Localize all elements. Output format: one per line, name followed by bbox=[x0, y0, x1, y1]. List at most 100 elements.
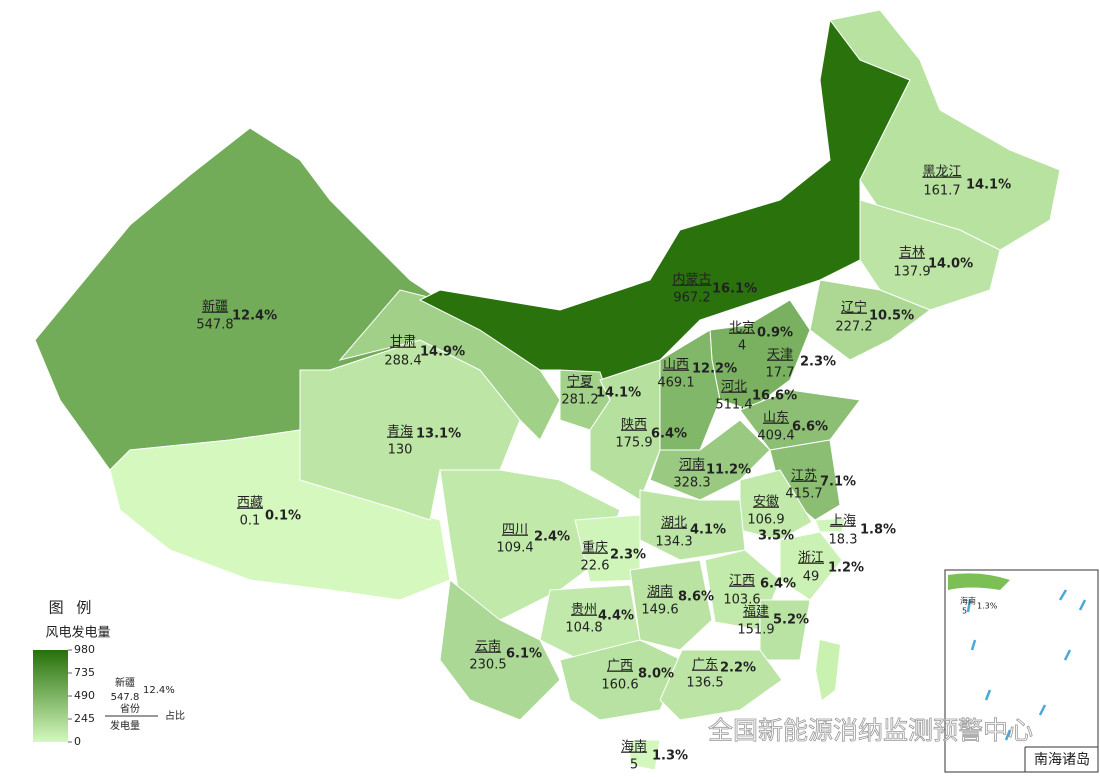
province-share: 5.2% bbox=[773, 613, 809, 628]
province-share: 6.4% bbox=[651, 427, 687, 442]
province-value: 469.1 bbox=[657, 376, 694, 391]
taiwan-island bbox=[816, 640, 840, 700]
province bbox=[589, 359, 661, 501]
province-value: 136.5 bbox=[686, 676, 723, 691]
legend-tick-label: 245 bbox=[74, 712, 95, 725]
province-value: 175.9 bbox=[615, 436, 652, 451]
legend-subtitle: 风电发电量 bbox=[45, 625, 110, 641]
province-value: 281.2 bbox=[561, 393, 598, 408]
province-name: 山西 bbox=[663, 358, 689, 373]
inset-coast bbox=[948, 573, 1010, 590]
province-name: 云南 bbox=[475, 639, 501, 655]
province-name: 山东 bbox=[763, 411, 789, 426]
province bbox=[439, 469, 621, 621]
province bbox=[659, 649, 783, 721]
legend-name-caption: 省份 bbox=[120, 702, 140, 715]
legend-example-share: 12.4% bbox=[143, 685, 175, 696]
province-share: 2.3% bbox=[610, 548, 646, 563]
province-name: 湖南 bbox=[647, 584, 673, 600]
province-share: 6.1% bbox=[506, 647, 542, 662]
province-share: 10.5% bbox=[869, 309, 914, 324]
province-share: 4.1% bbox=[690, 523, 726, 538]
province-name: 湖北 bbox=[661, 516, 687, 531]
province-value: 288.4 bbox=[384, 354, 421, 369]
province bbox=[779, 531, 843, 601]
inset-label: 海南 bbox=[960, 596, 976, 606]
province-value: 409.4 bbox=[757, 429, 794, 444]
province-value: 5 bbox=[630, 758, 638, 773]
province-name: 北京 bbox=[729, 321, 755, 336]
province-name: 重庆 bbox=[582, 540, 608, 556]
legend-example-name: 新疆 bbox=[115, 676, 135, 689]
province-name: 天津 bbox=[767, 348, 793, 363]
legend-color-bar bbox=[33, 650, 68, 742]
province-value: 967.2 bbox=[673, 291, 710, 306]
province-share: 12.2% bbox=[692, 362, 737, 377]
province-name: 海南 bbox=[621, 739, 647, 755]
watermark: 全国新能源消纳监测预警中心 bbox=[708, 716, 1033, 745]
province-share: 2.3% bbox=[800, 355, 836, 370]
province-share: 13.1% bbox=[416, 427, 461, 442]
province-name: 江西 bbox=[729, 574, 755, 589]
province-share: 14.0% bbox=[928, 257, 973, 272]
province-value: 4 bbox=[738, 339, 746, 354]
legend-title: 图 例 bbox=[49, 599, 96, 617]
province-value: 0.1 bbox=[240, 514, 261, 529]
province-name: 宁夏 bbox=[567, 374, 593, 390]
province-value: 415.7 bbox=[785, 487, 822, 502]
province-value: 227.2 bbox=[835, 320, 872, 335]
province-value: 49 bbox=[803, 570, 820, 585]
province-value: 137.9 bbox=[893, 265, 930, 280]
province-share: 7.1% bbox=[820, 475, 856, 490]
province-value: 511.4 bbox=[715, 398, 752, 413]
province-name: 河南 bbox=[679, 457, 705, 473]
legend-tick-label: 490 bbox=[74, 689, 95, 702]
province-value: 109.4 bbox=[496, 541, 533, 556]
legend-share-caption: 占比 bbox=[165, 709, 185, 722]
legend-tick-label: 0 bbox=[74, 735, 81, 748]
province-share: 14.1% bbox=[966, 178, 1011, 193]
province-value: 134.3 bbox=[655, 535, 692, 550]
province-name: 甘肃 bbox=[390, 335, 416, 350]
province-share: 0.9% bbox=[757, 326, 793, 341]
province-value: 106.9 bbox=[747, 513, 784, 528]
province-share: 6.4% bbox=[760, 577, 796, 592]
province-value: 104.8 bbox=[565, 621, 602, 636]
province-name: 河北 bbox=[721, 380, 747, 395]
province-share: 0.1% bbox=[265, 509, 301, 524]
province-name: 青海 bbox=[387, 425, 413, 440]
province-value: 230.5 bbox=[469, 658, 506, 673]
province-name: 内蒙古 bbox=[672, 272, 711, 288]
province-value: 130 bbox=[388, 443, 413, 458]
province-share: 2.2% bbox=[720, 661, 756, 676]
province-share: 1.3% bbox=[652, 749, 688, 764]
province bbox=[814, 517, 846, 533]
province-name: 西藏 bbox=[237, 496, 263, 511]
province-share: 1.8% bbox=[860, 523, 896, 538]
province-name: 黑龙江 bbox=[922, 165, 961, 180]
province-share: 6.6% bbox=[792, 420, 828, 435]
province-share: 3.5% bbox=[758, 529, 794, 544]
province-name: 四川 bbox=[502, 523, 528, 538]
inset-share: 1.3% bbox=[977, 602, 998, 611]
province-name: 广西 bbox=[607, 659, 633, 674]
province-name: 江苏 bbox=[791, 468, 817, 484]
province-value: 151.9 bbox=[737, 623, 774, 638]
province-name: 吉林 bbox=[899, 246, 925, 261]
province-name: 广东 bbox=[692, 658, 718, 673]
inset-title: 南海诸岛 bbox=[1034, 752, 1090, 768]
province-value: 149.6 bbox=[641, 603, 678, 618]
province-name: 浙江 bbox=[798, 551, 824, 566]
province-share: 16.6% bbox=[752, 389, 797, 404]
province-share: 1.2% bbox=[828, 561, 864, 576]
legend-example-value: 547.8 bbox=[111, 692, 140, 703]
province-value: 103.6 bbox=[723, 593, 760, 608]
province bbox=[559, 639, 683, 721]
province-name: 贵州 bbox=[571, 603, 597, 618]
province bbox=[829, 9, 1061, 251]
province-value: 160.6 bbox=[601, 678, 638, 693]
province-value: 547.8 bbox=[196, 318, 233, 333]
province-name: 上海 bbox=[830, 514, 856, 529]
province-share: 12.4% bbox=[232, 309, 277, 324]
